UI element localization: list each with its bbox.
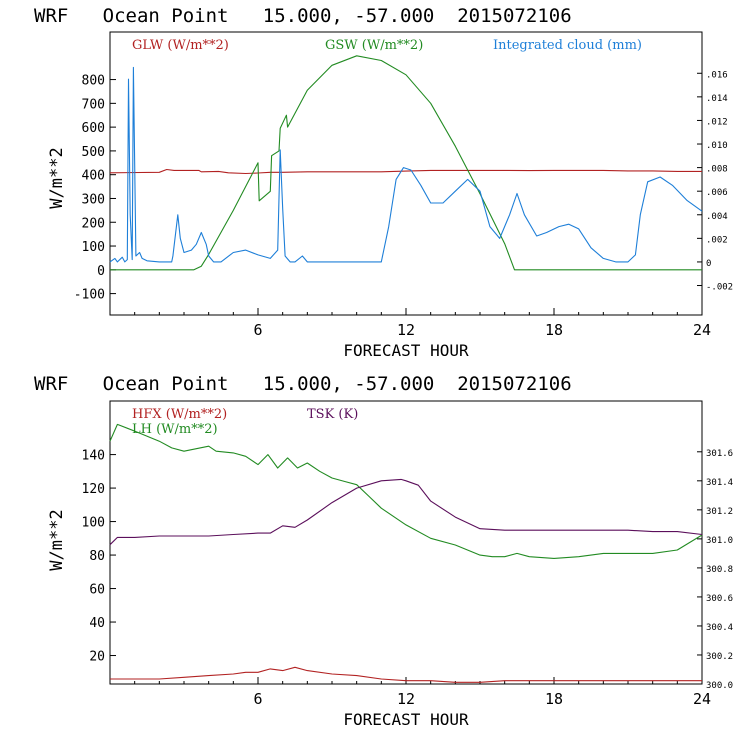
chart1-xlabel: FORECAST HOUR	[343, 341, 469, 360]
left-tick-label: 120	[82, 482, 105, 497]
right-tick-label: .016	[706, 70, 728, 80]
left-tick-label: 400	[82, 169, 105, 184]
x-tick-label: 18	[545, 690, 563, 708]
left-tick-label: 100	[82, 516, 105, 531]
right-tick-label: 301.4	[706, 478, 733, 488]
chart1-legend-cloud: Integrated cloud (mm)	[493, 38, 642, 53]
right-tick-label: 300.4	[706, 623, 733, 633]
right-tick-label: .004	[706, 212, 728, 222]
chart2-x-axis: 6 12 18 24	[134, 677, 711, 708]
chart2-series-layer	[109, 423, 703, 683]
chart1-legend-glw: GLW (W/m**2)	[132, 38, 229, 53]
series-line-2	[110, 55, 702, 271]
series-line-2	[109, 423, 703, 559]
chart2-title: WRF Ocean Point 15.000, -57.000 20150721…	[34, 373, 572, 395]
chart1-left-axis: -100 0 100 200 300 400 500 600 700 800	[74, 74, 116, 303]
right-tick-label: 301.0	[706, 536, 733, 546]
chart2-right-axis: 300.0 300.2 300.4 300.6 300.8 301.0 301.2 301.4…	[697, 449, 733, 691]
chart1-right-axis: -.002 0 .002 .004 .006 .008 .010 .012 .014 .016	[697, 70, 733, 293]
left-tick-label: 0	[97, 264, 105, 279]
left-tick-label: 80	[89, 549, 105, 564]
chart1-x-axis: 6 12 18 24	[134, 308, 711, 339]
right-tick-label: .014	[706, 94, 728, 104]
x-tick-label: 12	[397, 690, 415, 708]
x-tick-label: 6	[253, 690, 262, 708]
chart1-legend-gsw: GSW (W/m**2)	[325, 38, 423, 53]
series-line-3	[109, 66, 703, 263]
series-line-1	[110, 666, 702, 683]
left-tick-label: 100	[82, 240, 105, 255]
right-tick-label: 301.2	[706, 507, 733, 517]
x-tick-label: 24	[693, 321, 711, 339]
right-tick-label: .002	[706, 235, 728, 245]
series-line-1	[109, 168, 702, 175]
left-tick-label: 500	[82, 145, 105, 160]
left-tick-label: 800	[82, 74, 105, 89]
right-tick-label: 300.8	[706, 565, 733, 575]
left-tick-label: 600	[82, 121, 105, 136]
chart1-series-layer	[109, 55, 703, 271]
x-tick-label: 18	[545, 321, 563, 339]
chart2-legend-tsk: TSK (K)	[307, 407, 358, 422]
chart1-title: WRF Ocean Point 15.000, -57.000 20150721…	[34, 5, 572, 27]
x-tick-label: 6	[253, 321, 262, 339]
right-tick-label: 300.6	[706, 594, 733, 604]
left-tick-label: -100	[74, 288, 105, 303]
right-tick-label: -.002	[706, 283, 733, 293]
right-tick-label: .012	[706, 117, 728, 127]
chart2-xlabel: FORECAST HOUR	[343, 710, 469, 729]
right-tick-label: .006	[706, 188, 728, 198]
left-tick-label: 60	[89, 583, 105, 598]
left-tick-label: 700	[82, 97, 105, 112]
chart2-ylabel: W/m**2	[47, 509, 67, 570]
left-tick-label: 40	[89, 616, 105, 631]
left-tick-label: 20	[89, 650, 105, 665]
x-tick-label: 24	[693, 690, 711, 708]
left-tick-label: 200	[82, 216, 105, 231]
right-tick-label: 300.0	[706, 681, 733, 691]
chart2-left-axis: 20 40 60 80 100 120 140	[82, 449, 116, 665]
right-tick-label: .010	[706, 141, 728, 151]
right-tick-label: 301.6	[706, 449, 733, 459]
right-tick-label: 300.2	[706, 652, 733, 662]
chart2-legend-lh: LH (W/m**2)	[132, 422, 218, 437]
series-line-3	[109, 478, 703, 546]
left-tick-label: 300	[82, 192, 105, 207]
right-tick-label: .008	[706, 165, 728, 175]
chart2-plot-frame	[109, 400, 703, 685]
right-tick-label: 0	[706, 259, 711, 269]
x-tick-label: 12	[397, 321, 415, 339]
left-tick-label: 140	[82, 449, 105, 464]
chart1-ylabel: W/m**2	[47, 147, 67, 208]
chart2-legend-hfx: HFX (W/m**2)	[132, 407, 227, 422]
